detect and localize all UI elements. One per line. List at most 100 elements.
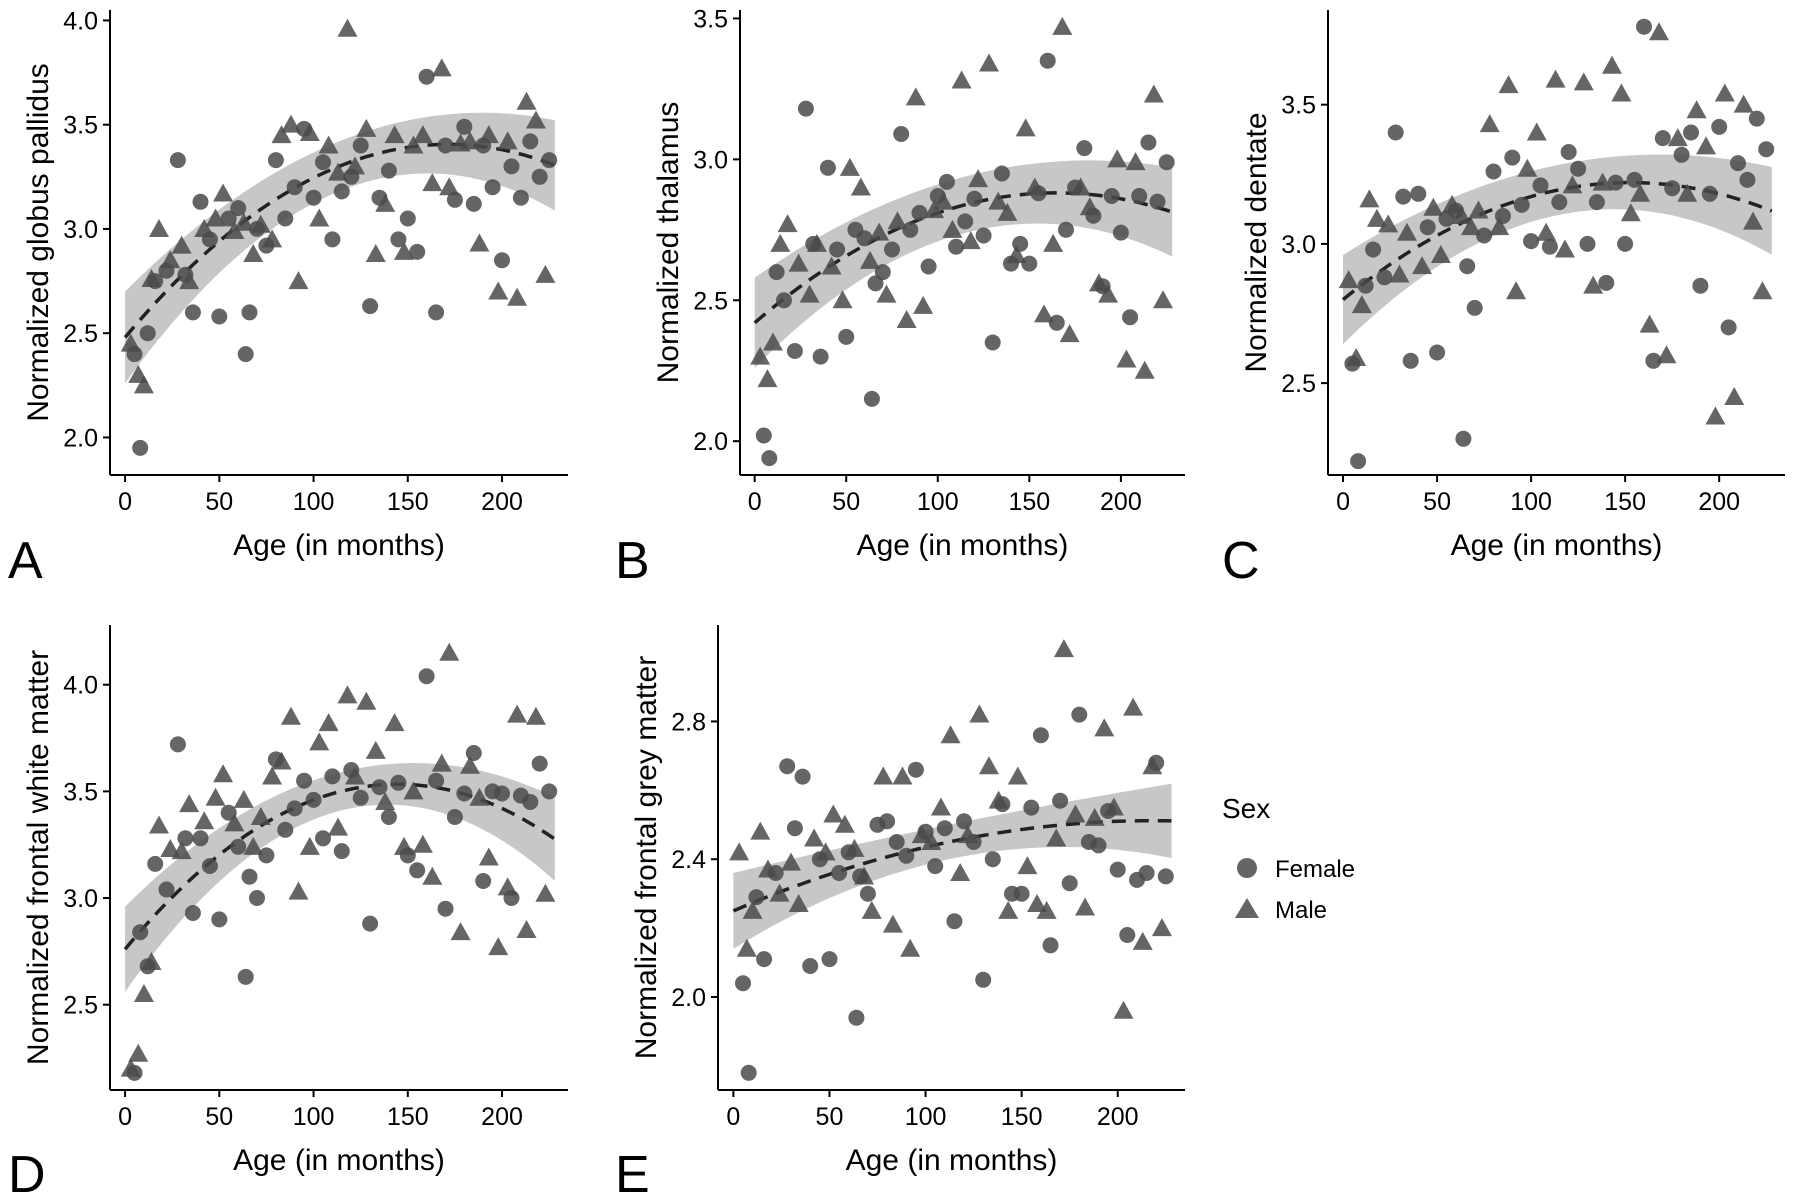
data-point <box>356 691 377 710</box>
data-point <box>998 900 1019 919</box>
data-point <box>832 290 853 309</box>
data-point <box>333 843 350 860</box>
data-point <box>1489 217 1510 236</box>
data-point <box>920 258 937 275</box>
data-point <box>984 851 1001 868</box>
data-point <box>1733 94 1754 113</box>
data-point <box>1752 281 1773 300</box>
data-point <box>362 298 379 315</box>
data-point <box>409 243 426 260</box>
data-point <box>769 883 790 902</box>
data-point <box>375 792 396 811</box>
data-point <box>905 87 926 106</box>
panel-e: 0 50 100 150 200 2.0 2.4 2.8 Age (in months) Norm… <box>615 625 1185 1203</box>
data-point <box>1387 124 1404 141</box>
data-point <box>1423 197 1444 216</box>
data-point <box>1711 118 1728 135</box>
data-point <box>456 785 473 802</box>
data-point <box>160 250 181 269</box>
data-point <box>1677 183 1698 202</box>
data-point <box>1611 83 1632 102</box>
data-point <box>936 820 953 837</box>
data-point <box>750 346 771 365</box>
data-point <box>1017 856 1038 875</box>
data-point <box>262 229 283 248</box>
data-point <box>418 68 435 85</box>
data-point <box>844 838 865 857</box>
legend: Sex Female Male <box>1222 793 1355 924</box>
data-point <box>1620 203 1641 222</box>
data-point <box>1021 255 1038 272</box>
data-point <box>1730 155 1746 172</box>
data-point <box>1498 75 1519 94</box>
panel-b: 0 50 100 150 200 2.0 2.5 3.0 3.5 Age (in months) N… <box>615 5 1185 590</box>
data-point <box>271 751 292 770</box>
data-point <box>887 211 908 230</box>
data-point <box>230 200 247 217</box>
data-point <box>1758 141 1775 158</box>
data-point <box>819 159 836 176</box>
data-point <box>829 241 846 258</box>
legend-entry-female: Female <box>1237 856 1355 883</box>
data-point <box>839 157 860 176</box>
data-point <box>1059 324 1080 343</box>
data-point <box>921 832 942 850</box>
data-point <box>940 725 961 744</box>
data-point <box>896 310 917 328</box>
data-point <box>1103 188 1120 204</box>
data-point <box>802 958 819 974</box>
data-point <box>1601 55 1622 74</box>
data-point <box>1143 84 1164 103</box>
data-point <box>1579 235 1596 252</box>
data-point <box>277 210 294 227</box>
data-point <box>1686 100 1707 119</box>
data-point <box>1378 214 1399 233</box>
data-point <box>531 755 548 772</box>
series-male <box>120 642 556 1077</box>
data-point <box>241 304 258 321</box>
data-point <box>786 343 803 359</box>
data-point <box>1158 154 1175 171</box>
data-point <box>337 18 358 37</box>
data-point <box>975 971 992 988</box>
trend-line <box>1341 180 1773 301</box>
data-point <box>169 736 186 753</box>
data-point <box>132 924 149 941</box>
data-point <box>412 125 433 144</box>
data-point <box>1396 222 1417 241</box>
data-point <box>394 241 415 260</box>
data-point <box>756 951 773 968</box>
data-point <box>1113 1000 1134 1019</box>
x-axis-label: Age (in months) <box>857 529 1069 562</box>
data-point <box>1504 149 1521 166</box>
data-point <box>1042 937 1059 954</box>
data-point <box>1430 245 1451 264</box>
data-point <box>390 231 407 248</box>
data-point <box>933 191 954 210</box>
data-point <box>1560 144 1577 160</box>
panel-letter: C <box>1222 532 1260 590</box>
data-point <box>262 766 283 785</box>
data-point <box>823 804 844 823</box>
data-point <box>305 791 322 808</box>
data-point <box>1084 807 1105 826</box>
legend-label-male: Male <box>1275 897 1327 924</box>
data-point <box>1545 69 1566 88</box>
data-point <box>956 813 972 830</box>
data-point <box>1142 756 1163 775</box>
y-tick-label: 2.0 <box>63 424 98 452</box>
x-tick-label: 0 <box>118 488 132 516</box>
series-male <box>729 639 1172 1019</box>
data-point <box>286 179 303 196</box>
x-tick-label: 200 <box>481 1103 523 1131</box>
data-point <box>1046 828 1067 847</box>
data-point <box>507 287 528 306</box>
data-point <box>318 713 339 732</box>
data-point <box>893 126 910 142</box>
x-tick-label: 50 <box>1423 488 1451 516</box>
data-point <box>1023 799 1040 816</box>
data-point <box>1389 264 1410 283</box>
data-point <box>1506 281 1527 300</box>
x-tick-label: 150 <box>1001 1103 1043 1131</box>
